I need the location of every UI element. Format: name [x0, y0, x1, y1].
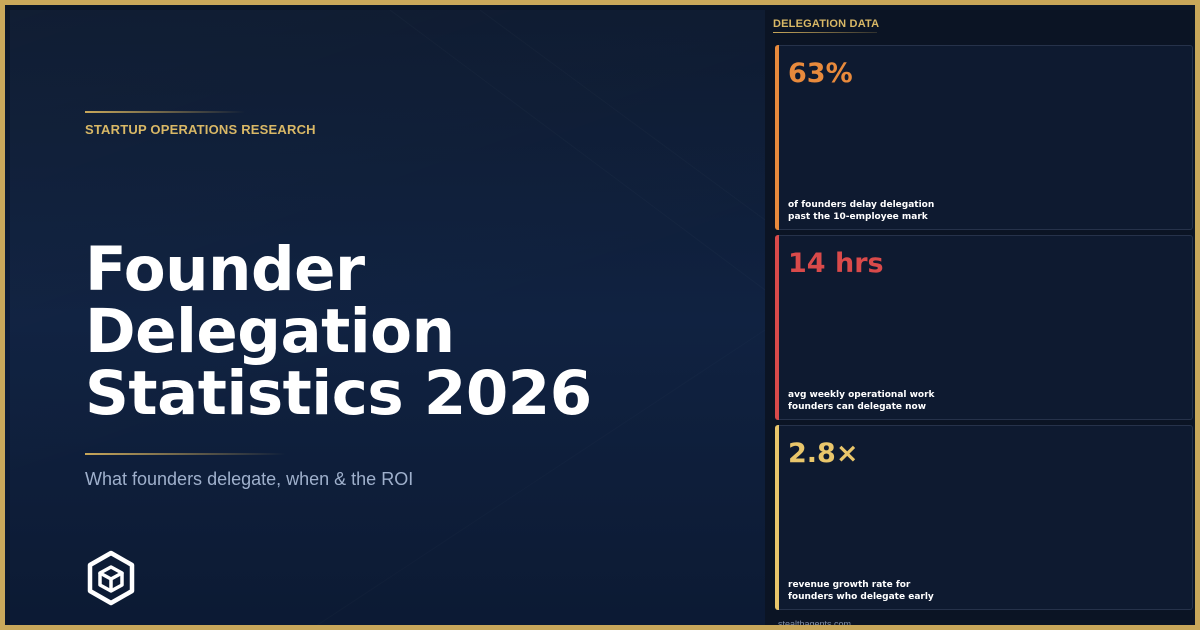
- eyebrow-rule: [85, 111, 245, 113]
- stat-card: 2.8× revenue growth rate for founders wh…: [775, 425, 1193, 610]
- page-title: Founder Delegation Statistics 2026: [85, 239, 745, 425]
- stat-card: 63% of founders delay delegation past th…: [775, 45, 1193, 230]
- stat-label: avg weekly operational work founders can…: [788, 389, 988, 413]
- subtitle: What founders delegate, when & the ROI: [85, 469, 414, 489]
- title-line-2: Delegation: [85, 296, 455, 367]
- panel-heading-rule: [773, 32, 877, 33]
- eyebrow-text: STARTUP OPERATIONS RESEARCH: [85, 122, 316, 137]
- stat-label: of founders delay delegation past the 10…: [788, 199, 988, 223]
- stat-value: 2.8×: [788, 438, 859, 469]
- panel-heading: DELEGATION DATA: [773, 18, 880, 30]
- stat-card-accent-bar: [775, 45, 779, 230]
- hero-panel: STARTUP OPERATIONS RESEARCH Founder Dele…: [10, 10, 765, 625]
- stat-label-line: founders can delegate now: [788, 402, 927, 412]
- stat-label-line: revenue growth rate for: [788, 580, 911, 590]
- stat-card-accent-bar: [775, 235, 779, 420]
- stat-value: 63%: [788, 58, 853, 89]
- hexagon-cube-logo-icon: [87, 550, 135, 606]
- title-line-3: Statistics 2026: [85, 358, 592, 429]
- stat-label-line: of founders delay delegation: [788, 200, 935, 210]
- stat-label-line: avg weekly operational work: [788, 390, 935, 400]
- title-rule: [85, 453, 285, 455]
- stat-label-line: past the 10-employee mark: [788, 212, 928, 222]
- stat-value: 14 hrs: [788, 248, 884, 279]
- title-line-1: Founder: [85, 234, 365, 305]
- stat-card-accent-bar: [775, 425, 779, 610]
- stat-label-line: founders who delegate early: [788, 592, 934, 602]
- stat-card: 14 hrs avg weekly operational work found…: [775, 235, 1193, 420]
- site-url[interactable]: stealthagents.com: [778, 619, 852, 629]
- stats-panel: DELEGATION DATA 63% of founders delay de…: [765, 10, 1195, 629]
- stat-label: revenue growth rate for founders who del…: [788, 579, 988, 603]
